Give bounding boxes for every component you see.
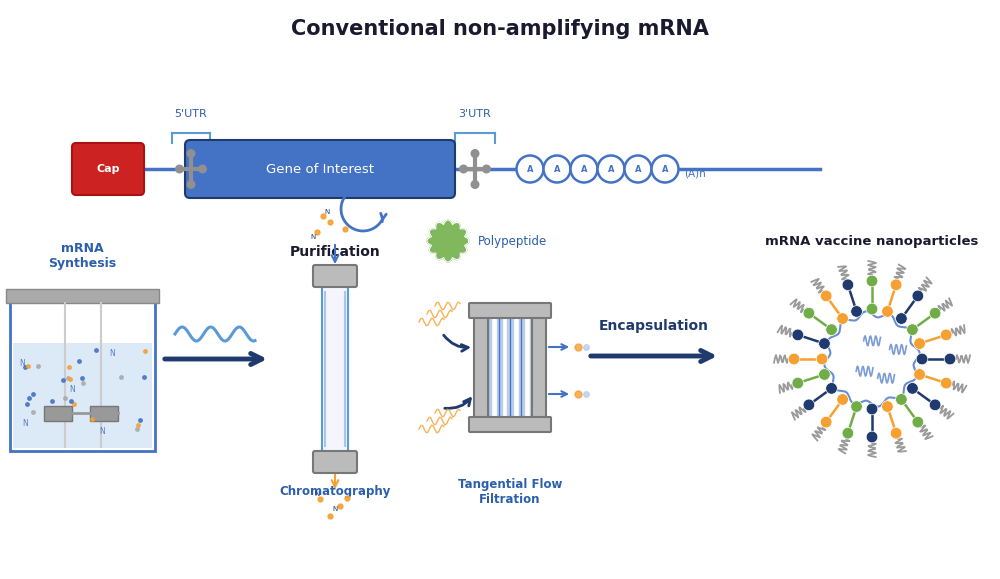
FancyBboxPatch shape (469, 303, 551, 318)
Circle shape (914, 369, 925, 380)
Circle shape (198, 164, 207, 174)
Circle shape (516, 156, 544, 182)
Text: mRNA
Synthesis: mRNA Synthesis (48, 242, 117, 270)
Circle shape (912, 416, 924, 428)
Text: Tangential Flow
Filtration: Tangential Flow Filtration (458, 478, 562, 506)
Circle shape (792, 378, 804, 389)
Text: Gene of Interest: Gene of Interest (266, 163, 374, 175)
Text: A: A (527, 164, 533, 174)
Circle shape (890, 279, 902, 291)
Text: Conventional non-amplifying mRNA: Conventional non-amplifying mRNA (291, 19, 709, 39)
Circle shape (471, 180, 480, 189)
Circle shape (803, 399, 815, 411)
Text: A: A (554, 164, 560, 174)
Circle shape (803, 307, 815, 319)
Circle shape (820, 416, 832, 428)
FancyBboxPatch shape (6, 289, 159, 303)
Circle shape (896, 394, 907, 405)
Text: A: A (662, 164, 668, 174)
Circle shape (929, 307, 941, 319)
Circle shape (842, 279, 854, 291)
Circle shape (890, 427, 902, 439)
FancyBboxPatch shape (322, 284, 348, 454)
Text: 3'UTR: 3'UTR (459, 109, 491, 119)
Circle shape (866, 403, 878, 415)
Text: N: N (110, 350, 115, 358)
Circle shape (916, 353, 928, 365)
Circle shape (866, 275, 878, 287)
Text: Encapsulation: Encapsulation (599, 319, 709, 333)
Circle shape (929, 399, 941, 411)
Text: N: N (332, 506, 338, 512)
FancyBboxPatch shape (10, 299, 155, 451)
Circle shape (866, 431, 878, 443)
FancyBboxPatch shape (90, 406, 118, 421)
Circle shape (866, 303, 878, 315)
Circle shape (837, 313, 848, 324)
Circle shape (914, 338, 925, 349)
Text: A: A (608, 164, 614, 174)
FancyBboxPatch shape (469, 417, 551, 432)
Circle shape (842, 427, 854, 439)
Circle shape (459, 164, 468, 174)
FancyBboxPatch shape (13, 343, 152, 448)
Circle shape (940, 378, 952, 389)
Circle shape (471, 149, 480, 158)
Circle shape (570, 156, 598, 182)
Text: N: N (310, 234, 316, 240)
Circle shape (186, 180, 196, 189)
Circle shape (652, 156, 678, 182)
Circle shape (819, 369, 830, 380)
FancyBboxPatch shape (72, 143, 144, 195)
Text: Cap: Cap (96, 164, 120, 174)
FancyBboxPatch shape (44, 406, 72, 421)
Circle shape (907, 383, 918, 394)
Circle shape (598, 156, 624, 182)
Circle shape (788, 353, 800, 365)
Circle shape (907, 324, 918, 335)
Text: Polypeptide: Polypeptide (478, 234, 547, 247)
Circle shape (851, 401, 862, 412)
Circle shape (186, 149, 196, 158)
Circle shape (944, 353, 956, 365)
Text: N: N (324, 209, 330, 215)
FancyBboxPatch shape (474, 314, 488, 424)
Circle shape (792, 329, 804, 340)
Text: N: N (19, 360, 25, 368)
Text: N: N (314, 491, 320, 497)
FancyBboxPatch shape (185, 140, 455, 198)
Circle shape (896, 313, 907, 324)
Text: A: A (581, 164, 587, 174)
Circle shape (851, 306, 862, 317)
Circle shape (826, 383, 837, 394)
Circle shape (827, 314, 917, 404)
Text: Chromatography: Chromatography (279, 486, 391, 499)
Text: Purification: Purification (290, 245, 380, 259)
FancyBboxPatch shape (532, 314, 546, 424)
Circle shape (175, 164, 184, 174)
Text: N: N (22, 420, 28, 428)
Circle shape (826, 324, 837, 335)
Text: N: N (70, 384, 75, 394)
Text: 5'UTR: 5'UTR (175, 109, 207, 119)
Text: (A)n: (A)n (684, 168, 706, 178)
Circle shape (820, 290, 832, 302)
Polygon shape (427, 220, 469, 262)
Text: A: A (635, 164, 641, 174)
Circle shape (837, 394, 848, 405)
FancyBboxPatch shape (313, 451, 357, 473)
Circle shape (482, 164, 491, 174)
Circle shape (882, 401, 893, 412)
Circle shape (912, 290, 924, 302)
Circle shape (624, 156, 652, 182)
Circle shape (544, 156, 570, 182)
Circle shape (882, 306, 893, 317)
Circle shape (940, 329, 952, 340)
Text: mRNA vaccine nanoparticles: mRNA vaccine nanoparticles (765, 236, 979, 248)
Circle shape (819, 338, 830, 349)
FancyBboxPatch shape (313, 265, 357, 287)
Text: N: N (100, 427, 105, 435)
Circle shape (816, 353, 828, 365)
